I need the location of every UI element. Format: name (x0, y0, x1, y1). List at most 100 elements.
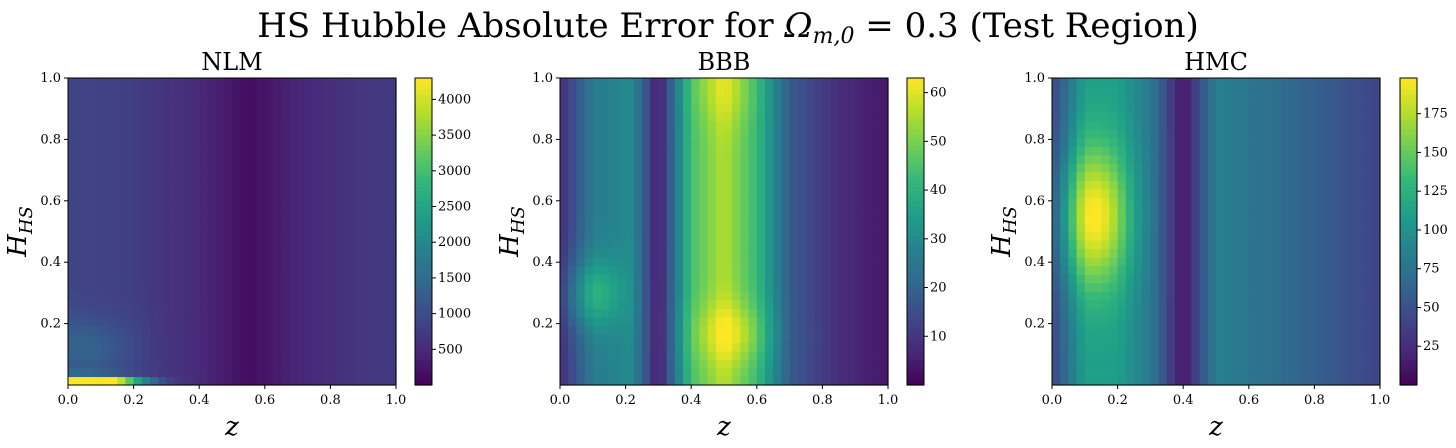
heatmap-cell (1232, 154, 1242, 164)
heatmap-cell (223, 376, 233, 386)
heatmap-cell (1052, 205, 1061, 216)
heatmap-cell (109, 222, 118, 233)
heatmap-cell (625, 78, 635, 88)
heatmap-cell (560, 291, 569, 301)
heatmap-cell (568, 146, 577, 156)
heatmap-cell (387, 282, 397, 292)
colorbar-segment (1400, 195, 1417, 202)
heatmap-cell (84, 103, 94, 113)
heatmap-cell (387, 333, 397, 343)
heatmap-cell (609, 180, 618, 190)
heatmap-cell (1101, 171, 1110, 181)
heatmap-cell (182, 154, 192, 164)
heatmap-cell (207, 231, 217, 241)
heatmap-cell (1191, 129, 1201, 139)
heatmap-cell (199, 129, 208, 139)
heatmap-cell (1175, 103, 1184, 113)
heatmap-cell (650, 171, 659, 181)
heatmap-cell (371, 188, 381, 198)
heatmap-cell (560, 171, 569, 181)
heatmap-cell (182, 205, 192, 216)
heatmap-cell (1339, 197, 1348, 207)
heatmap-cell (1314, 282, 1324, 292)
heatmap-cell (240, 308, 249, 318)
heatmap-cell (724, 231, 733, 241)
heatmap-cell (1060, 180, 1069, 190)
heatmap-cell (724, 137, 733, 147)
heatmap-cell (1068, 78, 1078, 88)
colorbar-segment (415, 267, 432, 274)
heatmap-cells (560, 78, 889, 386)
heatmap-cell (1371, 197, 1381, 207)
heatmap-cell (1109, 342, 1119, 352)
colorbar-segment (907, 323, 924, 330)
heatmap-cell (1166, 350, 1176, 361)
heatmap-cell (1216, 376, 1225, 386)
heatmap-cell (92, 325, 102, 335)
heatmap-cell (1314, 342, 1324, 352)
heatmap-cell (207, 120, 217, 130)
heatmap-cell (1068, 342, 1078, 352)
heatmap-cell (1109, 265, 1119, 275)
heatmap-cell (338, 231, 348, 241)
heatmap-cell (1330, 171, 1340, 181)
heatmap-cell (363, 240, 372, 250)
heatmap-cell (1306, 78, 1315, 88)
heatmap-cell (158, 129, 167, 139)
heatmap-cell (650, 95, 659, 105)
heatmap-cell (100, 154, 110, 164)
heatmap-cell (797, 367, 807, 378)
heatmap-cell (642, 248, 651, 258)
heatmap-cell (1248, 257, 1258, 267)
heatmap-cell (1339, 274, 1348, 284)
heatmap-cell (1068, 376, 1078, 386)
heatmap-cell (1248, 342, 1258, 352)
heatmap-cell (838, 120, 848, 130)
heatmap-cell (830, 265, 840, 275)
heatmap-cell (642, 257, 651, 267)
heatmap-cell (609, 231, 618, 241)
heatmap-cell (346, 120, 356, 130)
heatmap-cell (879, 350, 889, 361)
heatmap-cell (174, 222, 184, 233)
heatmap-cell (150, 129, 159, 139)
heatmap-cell (330, 112, 340, 122)
heatmap-cell (1166, 231, 1176, 241)
colorbar-tick-label: 500 (438, 342, 463, 357)
heatmap-cell (125, 171, 135, 181)
heatmap-cell (601, 120, 610, 130)
heatmap-cell (322, 137, 331, 147)
heatmap-cell (1322, 265, 1332, 275)
heatmap-cell (191, 146, 200, 156)
heatmap-cell (125, 222, 135, 233)
heatmap-cell (133, 188, 143, 198)
heatmap-cell (1330, 342, 1340, 352)
heatmap-cell (1191, 350, 1201, 361)
heatmap-cell (707, 112, 717, 122)
heatmap-cell (1281, 265, 1291, 275)
heatmap-cell (674, 350, 684, 361)
heatmap-cell (1322, 231, 1332, 241)
heatmap-cell (1150, 205, 1160, 216)
heatmap-cell (305, 129, 315, 139)
heatmap-cell (1183, 299, 1192, 309)
heatmap-cell (322, 257, 331, 267)
heatmap-cell (1101, 112, 1110, 122)
colorbar-segment (415, 170, 432, 176)
heatmap-cell (756, 333, 766, 343)
heatmap-cell (1339, 86, 1348, 96)
heatmap-cell (1216, 112, 1225, 122)
heatmap-cell (1314, 163, 1324, 173)
heatmap-cell (1314, 129, 1324, 139)
heatmap-cell (1109, 231, 1119, 241)
heatmap-cell (666, 333, 676, 343)
heatmap-cell (174, 120, 184, 130)
heatmap-cell (191, 325, 200, 335)
heatmap-cell (289, 282, 299, 292)
heatmap-cell (363, 188, 372, 198)
heatmap-cell (1298, 325, 1307, 335)
heatmap-cell (338, 308, 348, 318)
heatmap-cell (592, 359, 602, 369)
heatmap-cell (125, 78, 135, 88)
colorbar-tick-label: 2000 (438, 235, 471, 250)
